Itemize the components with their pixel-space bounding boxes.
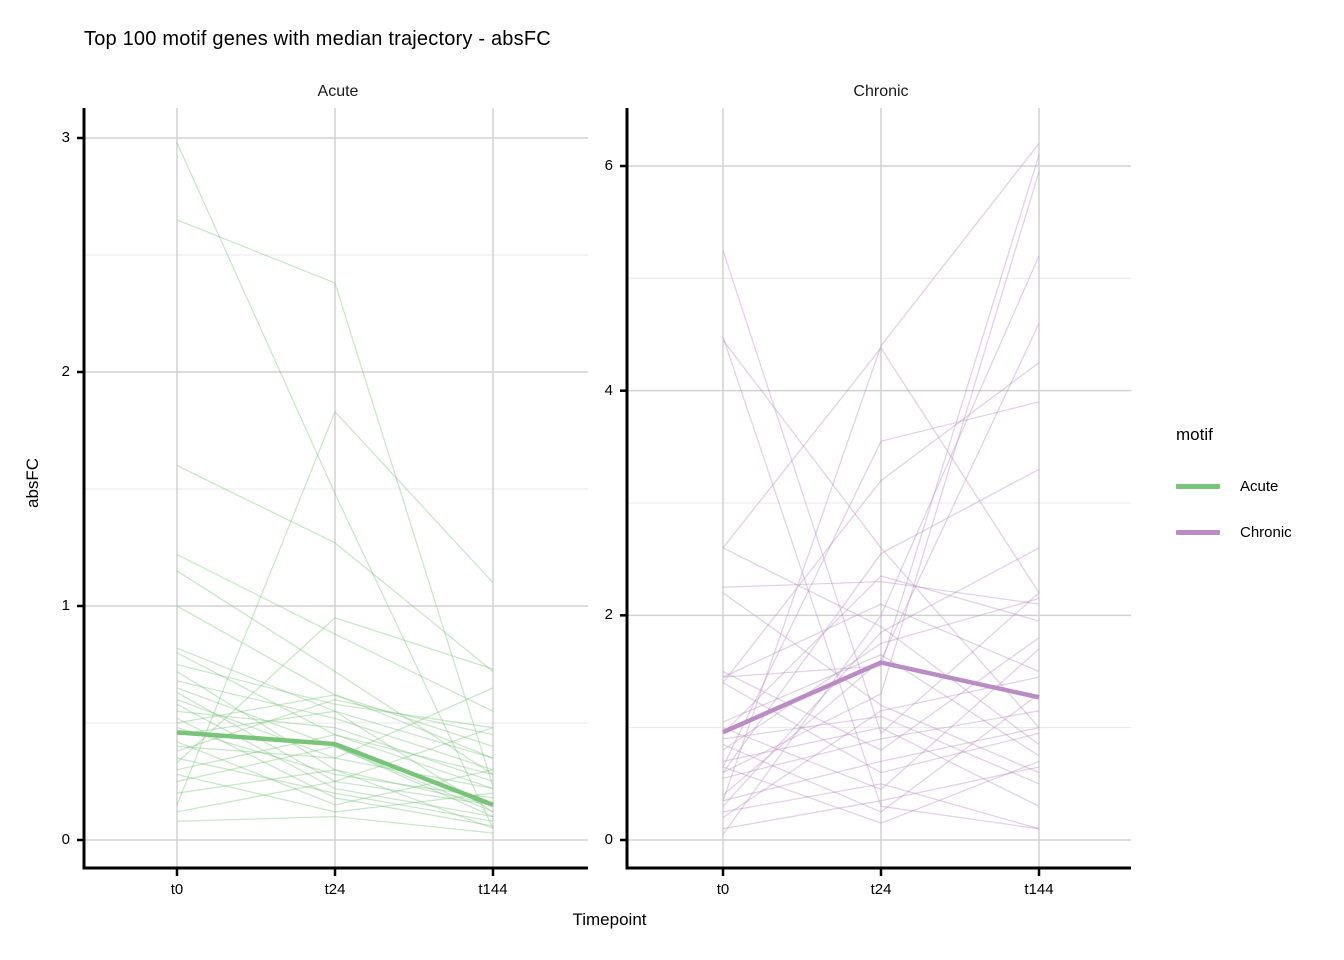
facet-label-chronic: Chronic: [853, 83, 909, 100]
gene-line: [176, 741, 494, 806]
gene-line: [176, 717, 494, 827]
gene-line: [176, 710, 494, 813]
gene-line: [722, 362, 1040, 684]
gene-line: [176, 698, 494, 752]
gene-line: [176, 670, 494, 806]
gene-line: [722, 250, 1040, 734]
gene-line: [176, 727, 494, 799]
median-line-acute: [176, 730, 494, 807]
y-tick-label: 3: [61, 129, 70, 146]
gene-line: [176, 694, 494, 759]
legend-label-acute: Acute: [1240, 477, 1279, 495]
acute-panel: [77, 108, 588, 876]
gene-line: [722, 401, 1040, 768]
gene-line: [722, 603, 1040, 678]
x-tick-label: t24: [324, 881, 346, 898]
legend-key-chronic-line: [1176, 529, 1220, 535]
gene-line: [722, 547, 1040, 746]
x-tick-label: t0: [170, 881, 184, 898]
legend-title: motif: [1176, 425, 1213, 444]
gene-line: [176, 663, 494, 729]
chronic-panel: [620, 108, 1131, 876]
gene-line: [722, 347, 1040, 594]
legend: motif Acute Chronic: [1176, 425, 1336, 565]
legend-entry-acute: Acute: [1176, 473, 1336, 499]
facet-label-acute: Acute: [317, 83, 359, 100]
gene-line: [722, 592, 1040, 774]
gene-line: [722, 637, 1040, 751]
gene-line: [176, 769, 494, 829]
gene-line: [176, 553, 494, 712]
chart-title: Top 100 motif genes with median trajecto…: [84, 28, 551, 50]
gene-line: [722, 654, 1040, 757]
x-tick-label: t24: [870, 881, 892, 898]
gene-line: [176, 692, 494, 783]
gene-line: [176, 745, 494, 790]
gene-line: [722, 468, 1040, 773]
x-tick-label: t0: [716, 881, 730, 898]
gene-line: [176, 687, 494, 759]
gene-line: [722, 676, 1040, 819]
gene-line: [722, 715, 1040, 785]
gene-line: [722, 783, 1040, 830]
gene-line: [176, 605, 494, 748]
y-tick-label: 2: [61, 363, 70, 380]
gene-line: [176, 652, 494, 790]
gene-line: [722, 336, 1040, 830]
gene-line: [176, 411, 494, 806]
gene-line: [722, 597, 1040, 751]
legend-entry-chronic: Chronic: [1176, 519, 1336, 545]
gene-line: [722, 766, 1040, 830]
gene-line: [722, 710, 1040, 779]
y-tick-label: 0: [604, 831, 613, 848]
gene-line: [722, 171, 1040, 774]
gene-line: [176, 219, 494, 787]
gene-line: [722, 143, 1040, 801]
gene-line: [176, 780, 494, 813]
gene-line: [722, 547, 1040, 807]
gene-line: [176, 465, 494, 673]
y-tick-label: 1: [61, 597, 70, 614]
gene-line: [722, 760, 1040, 824]
gene-line: [176, 734, 494, 776]
gene-line: [176, 815, 494, 834]
gene-line: [722, 154, 1040, 678]
gene-line: [722, 693, 1040, 813]
gene-line: [722, 339, 1040, 729]
y-tick-label: 0: [61, 831, 70, 848]
legend-key-acute-line: [1176, 483, 1220, 489]
x-tick-label: t144: [1024, 881, 1054, 898]
gene-line: [722, 727, 1040, 807]
gene-line: [176, 647, 494, 759]
x-axis-title: Timepoint: [572, 910, 647, 929]
gene-line: [176, 617, 494, 764]
gene-line: [722, 580, 1040, 605]
gene-line: [722, 727, 1040, 802]
y-tick-label: 6: [604, 157, 613, 175]
median-line-chronic: [722, 660, 1040, 735]
gene-line: [722, 575, 1040, 734]
gene-line: [722, 255, 1040, 835]
gene-line: [176, 773, 494, 813]
y-axis-title: absFC: [23, 457, 42, 508]
gene-line: [176, 680, 494, 771]
gene-line: [176, 142, 494, 829]
gene-line: [722, 648, 1040, 791]
gene-line: [176, 710, 494, 783]
legend-label-chronic: Chronic: [1240, 523, 1292, 541]
y-tick-label: 2: [604, 606, 613, 624]
x-tick-label: t144: [478, 881, 508, 898]
y-tick-label: 4: [604, 381, 613, 399]
gene-line: [176, 570, 494, 776]
gene-line: [176, 703, 494, 818]
gene-line: [722, 682, 1040, 774]
gene-line: [176, 757, 494, 822]
